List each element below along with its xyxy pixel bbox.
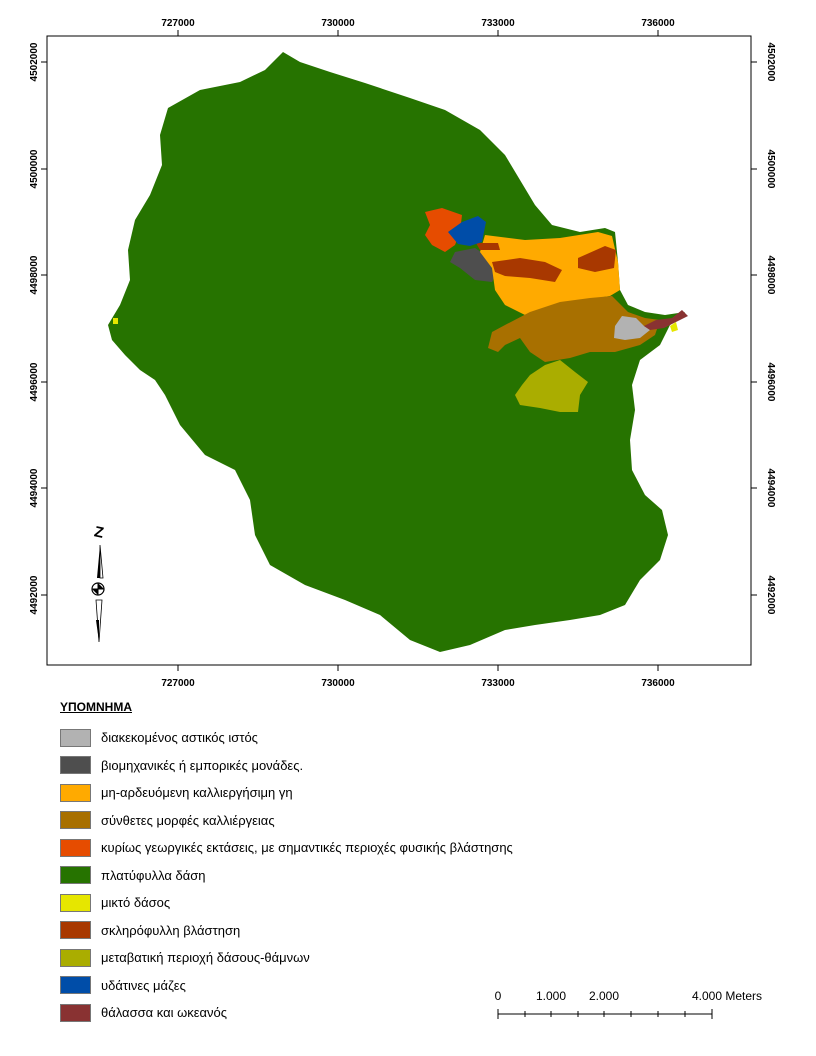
legend-swatch (60, 866, 91, 885)
legend-swatch (60, 893, 91, 912)
zone-mixed-forest (113, 318, 118, 324)
north-arrow: Z (91, 523, 106, 643)
y-tick-right: 4496000 (765, 363, 776, 402)
x-tick-bottom: 727000 (161, 678, 195, 689)
zone-urban (614, 316, 650, 340)
zone-agri-natural (425, 208, 462, 252)
scale-label: 4.000 Meters (692, 989, 762, 1003)
legend-label: μεταβατική περιοχή δάσους-θάμνων (101, 950, 310, 966)
legend-label: βιομηχανικές ή εμπορικές μονάδες. (101, 757, 304, 773)
y-tick-right: 4494000 (765, 469, 776, 508)
legend-item: μικτό δάσος (60, 889, 620, 917)
x-tick-bottom: 730000 (321, 678, 355, 689)
zone-sclerophyll (578, 246, 616, 272)
legend-item: σύνθετες μορφές καλλιέργειας (60, 807, 620, 835)
legend-swatch (60, 1003, 91, 1022)
legend-label: μη-αρδευόμενη καλλιεργήσιμη γη (101, 785, 293, 801)
y-tick-left: 4494000 (29, 468, 40, 507)
y-tick-left: 4496000 (29, 362, 40, 401)
zone-mixed-forest (670, 322, 678, 332)
legend-item: βιομηχανικές ή εμπορικές μονάδες. (60, 752, 620, 780)
legend-label: σκληρόφυλλη βλάστηση (101, 922, 241, 938)
x-tick-top: 733000 (481, 18, 515, 29)
zone-complex-cultivation (488, 296, 660, 362)
legend-item: σκληρόφυλλη βλάστηση (60, 917, 620, 945)
legend-swatch (60, 756, 91, 775)
x-tick-bottom: 736000 (641, 678, 675, 689)
legend-item: μη-αρδευόμενη καλλιεργήσιμη γη (60, 779, 620, 807)
legend-label: διακεκομένος αστικός ιστός (101, 730, 258, 746)
legend-label: υδάτινες μάζες (101, 977, 186, 993)
scale-label: 1.000 (536, 989, 566, 1003)
y-tick-left: 4498000 (29, 255, 40, 294)
legend-item: κυρίως γεωργικές εκτάσεις, με σημαντικές… (60, 834, 620, 862)
legend-swatch (60, 811, 91, 830)
legend-label: κυρίως γεωργικές εκτάσεις, με σημαντικές… (101, 840, 513, 856)
zone-water (448, 216, 486, 246)
legend-title: ΥΠΟΜΝΗΜΑ (60, 700, 132, 714)
y-tick-left: 4500000 (29, 149, 40, 188)
legend-label: σύνθετες μορφές καλλιέργειας (101, 812, 275, 828)
scale-label: 0 (495, 989, 502, 1003)
legend-item: θάλασσα και ωκεανός (60, 999, 620, 1027)
map: 727000 730000 733000 736000 727000 73000… (29, 18, 776, 689)
x-tick-bottom: 733000 (481, 678, 515, 689)
legend-item: υδάτινες μάζες (60, 972, 620, 1000)
scale-line (497, 1009, 713, 1019)
y-tick-right: 4500000 (765, 150, 776, 189)
zone-transitional-shrub (515, 360, 588, 412)
y-tick-right: 4498000 (765, 256, 776, 295)
legend-swatch (60, 948, 91, 967)
zone-sclerophyll (492, 258, 562, 282)
legend-swatch (60, 838, 91, 857)
y-tick-left: 4492000 (29, 575, 40, 614)
x-tick-top: 730000 (321, 18, 355, 29)
legend-label: μικτό δάσος (101, 895, 171, 911)
scale-label: 2.000 (589, 989, 619, 1003)
legend-label: πλατύφυλλα δάση (101, 867, 206, 883)
legend-item: μεταβατική περιοχή δάσους-θάμνων (60, 944, 620, 972)
legend-item: διακεκομένος αστικός ιστός (60, 724, 620, 752)
y-tick-left: 4502000 (29, 42, 40, 81)
x-tick-top: 727000 (161, 18, 195, 29)
zone-broadleaf-forest (108, 52, 685, 652)
legend-swatch (60, 783, 91, 802)
legend-item: πλατύφυλλα δάση (60, 862, 620, 890)
legend-label: θάλασσα και ωκεανός (101, 1005, 228, 1021)
tick-marks (41, 30, 757, 671)
scale-bar: 0 1.000 2.000 4.000 Meters (495, 989, 762, 1019)
legend-items: διακεκομένος αστικός ιστός βιομηχανικές ή… (60, 724, 620, 1027)
legend: ΥΠΟΜΝΗΜΑ διακεκομένος αστικός ιστός βιομη… (60, 700, 620, 1027)
legend-swatch (60, 976, 91, 995)
zone-sclerophyll (476, 243, 500, 250)
legend-swatch (60, 921, 91, 940)
legend-swatch (60, 728, 91, 747)
y-tick-right: 4502000 (765, 43, 776, 82)
x-tick-top: 736000 (641, 18, 675, 29)
y-tick-right: 4492000 (765, 576, 776, 615)
zone-sea (644, 310, 688, 330)
north-label: Z (93, 523, 106, 542)
